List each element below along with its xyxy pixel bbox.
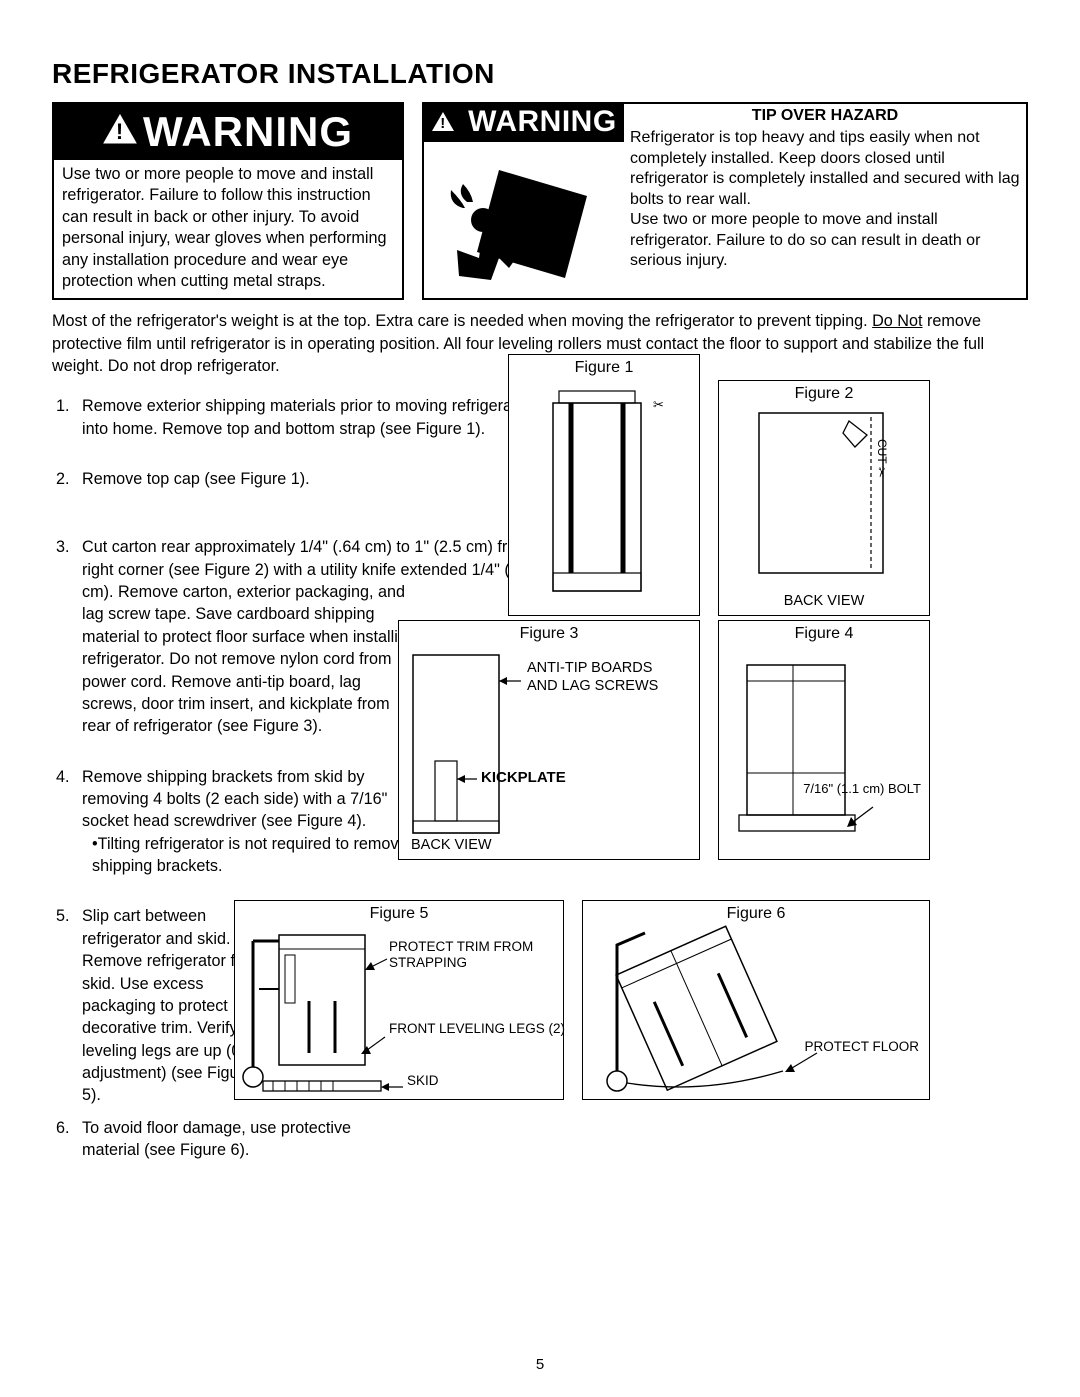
figure-2-title: Figure 2 <box>719 381 929 403</box>
figure-4-bolt-label: 7/16" (1.1 cm) BOLT <box>803 781 921 796</box>
step-4-bullet: •Tilting refrigerator is not required to… <box>82 833 416 878</box>
svg-text:✂: ✂ <box>653 397 664 412</box>
figure-6-protect-label: PROTECT FLOOR <box>804 1039 919 1054</box>
figure-3-backview: BACK VIEW <box>411 837 492 853</box>
page-number: 5 <box>0 1356 1080 1373</box>
warning-left-body: Use two or more people to move and insta… <box>54 160 402 298</box>
figure-4: Figure 4 7/16" (1.1 cm) BOLT <box>718 620 930 860</box>
figure-2-backview: BACK VIEW <box>719 593 929 609</box>
step-4-text: Remove shipping brackets from skid by re… <box>82 766 416 833</box>
warning-header-2: ! WARNING <box>424 104 624 142</box>
figure-5-title: Figure 5 <box>235 901 563 923</box>
figure-1: Figure 1 ✂ <box>508 354 700 616</box>
figure-3: Figure 3 ANTI-TIP BOARDS AND LAG SCREWS … <box>398 620 700 860</box>
warning-box-left: ! WARNING Use two or more people to move… <box>52 102 404 300</box>
figure-3-title: Figure 3 <box>399 621 699 643</box>
tip-hazard-body: TIP OVER HAZARD Refrigerator is top heav… <box>624 104 1026 298</box>
figure-6: Figure 6 PROTECT FLOOR <box>582 900 930 1100</box>
tip-hazard-text: Refrigerator is top heavy and tips easil… <box>630 128 1020 271</box>
figure-2-cut-label: CUT <box>875 439 889 464</box>
warning-triangle-icon: ! <box>103 106 137 154</box>
warning-row: ! WARNING Use two or more people to move… <box>52 102 1028 300</box>
warning-box-right: ! WARNING TIP OVER HAZARD Refrigerator i… <box>422 102 1028 300</box>
figure-3-kickplate-label: KICKPLATE <box>481 769 566 786</box>
warning-label-2: WARNING <box>468 105 617 138</box>
tip-hazard-title: TIP OVER HAZARD <box>630 106 1020 126</box>
svg-text:!: ! <box>441 115 447 132</box>
figure-2-svg: ✂ <box>719 403 929 588</box>
figure-3-anti-tip-label: ANTI-TIP BOARDS AND LAG SCREWS <box>527 659 677 695</box>
warning-triangle-icon: ! <box>431 105 468 138</box>
figure-1-title: Figure 1 <box>509 355 699 377</box>
figure-4-title: Figure 4 <box>719 621 929 643</box>
step-1-text: Remove exterior shipping materials prior… <box>82 395 532 440</box>
figure-6-title: Figure 6 <box>583 901 929 923</box>
figure-2: Figure 2 ✂ CUT BACK VIEW <box>718 380 930 616</box>
warning-header: ! WARNING <box>54 104 402 160</box>
figure-5-skid-label: SKID <box>407 1073 439 1088</box>
step-2-text: Remove top cap (see Figure 1). <box>82 468 532 490</box>
figure-5-legs-label: FRONT LEVELING LEGS (2) <box>389 1021 565 1036</box>
step-6: To avoid floor damage, use protective ma… <box>52 1117 1028 1162</box>
figure-4-svg <box>719 643 929 848</box>
figure-6-svg <box>583 923 929 1095</box>
figure-5-protect-label: PROTECT TRIM FROM STRAPPING <box>389 939 549 971</box>
warning-label: WARNING <box>143 108 353 155</box>
page-title: REFRIGERATOR INSTALLATION <box>52 58 1028 90</box>
svg-text:✂: ✂ <box>874 467 889 478</box>
figure-5: Figure 5 PROTECT TRIM FROM STRAPPING FRO… <box>234 900 564 1100</box>
step-6-text: To avoid floor damage, use protective ma… <box>82 1117 402 1162</box>
figure-1-svg: ✂ <box>509 377 699 612</box>
tip-over-pictogram-icon <box>424 142 624 298</box>
svg-text:!: ! <box>116 119 124 144</box>
